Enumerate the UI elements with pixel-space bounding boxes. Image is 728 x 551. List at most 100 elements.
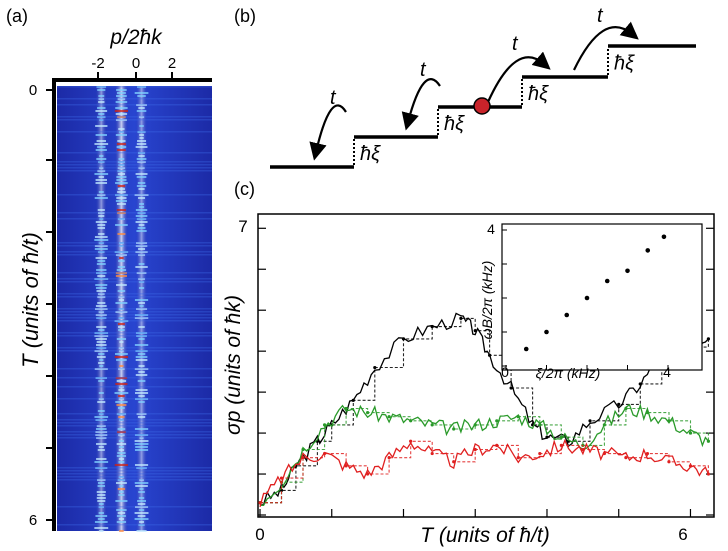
heatmap-cell	[136, 143, 147, 145]
heatmap-cell	[118, 416, 125, 418]
heatmap-cell	[96, 344, 107, 346]
heatmap-cell	[118, 299, 124, 301]
heatmap-cell	[137, 212, 146, 214]
heatmap-cell	[97, 224, 106, 226]
heatmap-cell	[95, 182, 108, 184]
heatmap-cell	[138, 509, 145, 511]
heatmap-cell	[57, 332, 212, 334]
heatmap-cell	[116, 455, 127, 457]
heatmap-cell	[57, 422, 212, 424]
heatmap-cell	[115, 275, 127, 277]
heatmap-cell	[57, 437, 212, 439]
heatmap-cell	[57, 278, 212, 280]
heatmap-cell	[118, 518, 125, 520]
heatmap-cell	[57, 431, 212, 433]
inset-point	[523, 346, 529, 352]
panel-c-label: (c)	[234, 179, 255, 199]
series-red-point	[706, 472, 711, 476]
series-black-point	[373, 365, 377, 370]
heatmap-cell	[94, 308, 108, 310]
heatmap-cell	[115, 254, 127, 256]
heatmap-cell	[135, 506, 149, 508]
series-green-point	[430, 423, 434, 427]
heatmap-cell	[138, 491, 145, 493]
heatmap-cell	[94, 332, 109, 334]
heatmap-cell	[138, 281, 145, 283]
heatmap-cell	[57, 377, 212, 379]
heatmap-cell	[136, 308, 148, 310]
heatmap-cell	[96, 269, 107, 271]
heatmap-cell	[94, 521, 108, 523]
heatmap-cell	[95, 134, 107, 136]
heatmap-cell	[99, 218, 104, 220]
heatmap-cell	[95, 305, 107, 307]
series-red-point	[538, 451, 542, 456]
panel-a-y-tick: 6	[29, 512, 37, 529]
heatmap-cell	[57, 170, 212, 172]
heatmap-cell	[134, 440, 149, 442]
heatmap-cell	[94, 245, 108, 247]
heatmap-cell	[115, 311, 128, 313]
heatmap-cell	[99, 359, 104, 361]
heatmap-cell	[96, 317, 107, 319]
heatmap-cell	[136, 467, 147, 469]
heatmap-cell	[115, 113, 128, 115]
heatmap-cell	[118, 131, 124, 133]
panel-a-x-ticks: -2 0 2	[91, 55, 176, 72]
inset-point	[544, 329, 549, 335]
inset-point	[661, 234, 667, 240]
heatmap-cell	[57, 347, 212, 349]
heatmap-cell	[115, 302, 128, 304]
series-red-line	[259, 438, 709, 508]
heatmap-cell	[116, 95, 127, 97]
heatmap-cell	[116, 203, 126, 205]
heatmap-cell	[117, 218, 126, 220]
series-black-point	[588, 419, 592, 423]
heatmap-cell	[137, 182, 146, 184]
heatmap-cell	[138, 338, 145, 340]
series-red-point	[301, 456, 305, 460]
panel-c-y-tick: 7	[238, 217, 247, 236]
heatmap-cell	[139, 488, 144, 490]
heatmap-cell	[99, 167, 104, 169]
heatmap-cell	[99, 119, 104, 121]
series-green-point	[366, 411, 370, 415]
heatmap-cell	[117, 185, 126, 187]
series-green-point	[688, 431, 693, 435]
heatmap-cell	[117, 512, 126, 514]
heatmap-cell	[95, 428, 107, 430]
panel-c-inset: 0 4 4 ξ/2π (kHz) ωB/2π (kHz)	[479, 221, 703, 381]
series-red-point	[322, 451, 327, 456]
heatmap-cell	[118, 395, 125, 397]
inset-frame	[501, 223, 703, 371]
heatmap-cell	[115, 224, 128, 226]
heatmap-cell	[117, 479, 126, 481]
heatmap-cell	[119, 341, 124, 343]
heatmap-cell	[114, 356, 129, 358]
step-label: ħξ	[614, 53, 635, 75]
heatmap-cell	[135, 245, 148, 247]
series-green-theory	[260, 407, 709, 504]
heatmap-cell	[137, 86, 147, 88]
heatmap-cell	[116, 515, 126, 517]
heatmap-cell	[136, 218, 147, 220]
heatmap-cell	[57, 386, 212, 388]
panel-a: (a) p/2ħk -2 0 2 0 6 T (units of ħ/t)	[6, 6, 212, 532]
heatmap-cell	[119, 485, 124, 487]
heatmap-cell	[137, 131, 146, 133]
heatmap-cell	[99, 155, 104, 157]
heatmap-cell	[114, 392, 129, 394]
heatmap-cell	[115, 200, 127, 202]
panel-c-x-tick: 0	[255, 525, 264, 544]
heatmap-cell	[118, 368, 125, 370]
heatmap-cell	[118, 398, 125, 400]
heatmap-cell	[96, 497, 106, 499]
heatmap-cell	[96, 443, 107, 445]
heatmap-cell	[94, 278, 109, 280]
heatmap-cell	[57, 311, 212, 313]
heatmap-cell	[118, 407, 125, 409]
step-label: ħξ	[360, 143, 381, 165]
heatmap-cell	[135, 332, 148, 334]
inset-x-tick: 4	[663, 364, 671, 380]
heatmap-cell	[134, 482, 149, 484]
